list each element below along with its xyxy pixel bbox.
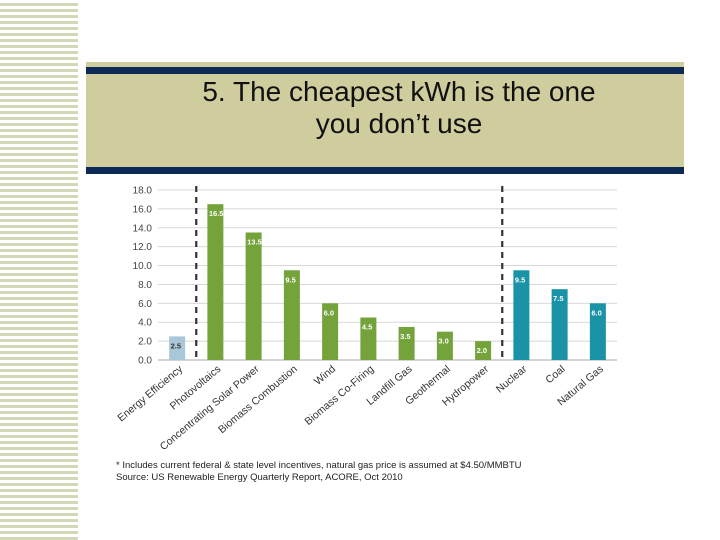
bar bbox=[475, 341, 492, 360]
x-tick-label: Biomass Co-Firing bbox=[302, 363, 376, 428]
y-tick-label: 14.0 bbox=[133, 223, 153, 234]
bar-value-label: 3.0 bbox=[438, 337, 448, 346]
y-tick-label: 16.0 bbox=[133, 204, 153, 215]
bar-value-label: 9.5 bbox=[515, 275, 525, 284]
bar bbox=[322, 303, 339, 360]
bar bbox=[513, 270, 530, 360]
y-tick-label: 6.0 bbox=[138, 299, 152, 310]
y-tick-label: 18.0 bbox=[133, 186, 153, 197]
x-tick-label: Coal bbox=[543, 363, 567, 386]
bar-value-label: 2.5 bbox=[171, 341, 181, 350]
footnote-incentives: * Includes current federal & state level… bbox=[116, 460, 522, 471]
bar-value-label: 4.5 bbox=[362, 323, 372, 332]
bar bbox=[589, 303, 606, 360]
bar bbox=[207, 204, 224, 360]
bar bbox=[245, 232, 262, 360]
title-rule-top bbox=[86, 67, 684, 74]
bar bbox=[360, 317, 377, 360]
x-tick-label: Wind bbox=[312, 363, 338, 388]
slide-title: 5. The cheapest kWh is the one you don’t… bbox=[86, 76, 712, 140]
slide-title-line2: you don’t use bbox=[315, 108, 483, 139]
y-tick-label: 8.0 bbox=[138, 280, 152, 291]
bar bbox=[398, 326, 415, 360]
bar bbox=[283, 270, 300, 360]
x-tick-label: Energy Efficiency bbox=[115, 363, 185, 425]
title-rule-bottom bbox=[86, 167, 684, 174]
bar-value-label: 13.5 bbox=[247, 238, 262, 247]
decorative-stripes bbox=[0, 0, 78, 540]
footnote: * Includes current federal & state level… bbox=[116, 460, 676, 484]
bar-value-label: 6.0 bbox=[324, 308, 334, 317]
bar-value-label: 7.5 bbox=[553, 294, 563, 303]
bar-value-label: 2.0 bbox=[477, 346, 487, 355]
bar bbox=[169, 336, 186, 360]
y-tick-label: 12.0 bbox=[133, 242, 153, 253]
slide-title-line1: 5. The cheapest kWh is the one bbox=[202, 76, 596, 107]
y-tick-label: 4.0 bbox=[138, 318, 152, 329]
bar-value-label: 3.5 bbox=[400, 332, 410, 341]
y-tick-label: 2.0 bbox=[138, 337, 152, 348]
bar-value-label: 6.0 bbox=[591, 308, 601, 317]
footnote-source: Source: US Renewable Energy Quarterly Re… bbox=[116, 472, 403, 483]
bar bbox=[551, 289, 568, 360]
bar-value-label: 16.5 bbox=[209, 209, 224, 218]
bar-value-label: 9.5 bbox=[285, 275, 295, 284]
y-tick-label: 10.0 bbox=[133, 261, 153, 272]
x-tick-label: Nuclear bbox=[494, 363, 530, 396]
y-tick-label: 0.0 bbox=[138, 356, 152, 367]
title-band bbox=[86, 62, 684, 174]
bar bbox=[436, 331, 453, 360]
